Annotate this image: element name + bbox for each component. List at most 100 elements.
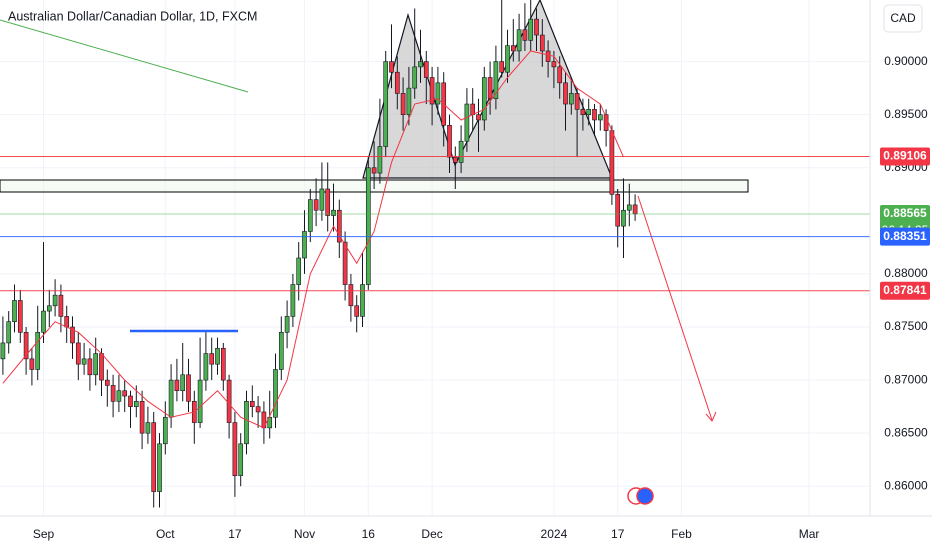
x-tick-label: Nov: [294, 527, 315, 541]
candle-body: [220, 347, 226, 381]
candle-body: [429, 77, 435, 105]
candle-body: [197, 379, 203, 423]
candle-body: [255, 406, 261, 413]
candle-body: [505, 45, 510, 73]
candle-body: [563, 82, 568, 105]
x-tick-label: Mar: [799, 527, 820, 541]
currency-label[interactable]: CAD: [890, 11, 916, 25]
candle-body: [626, 204, 632, 211]
candle-body: [168, 379, 174, 418]
candle-body: [522, 29, 528, 41]
x-tick-label: 17: [228, 527, 242, 541]
price-label-box: [880, 227, 930, 246]
candle-body: [418, 61, 423, 68]
candle-body: [383, 61, 389, 147]
candle-body: [499, 61, 505, 73]
x-tick-label: Oct: [156, 527, 175, 541]
candle-body: [394, 71, 400, 94]
candle-body: [75, 342, 81, 365]
candle-body: [557, 66, 563, 84]
candle-body: [12, 300, 17, 323]
candle-body: [232, 422, 238, 476]
candle-body: [110, 385, 116, 402]
candle-body: [58, 294, 64, 317]
candle-body: [249, 401, 255, 407]
x-tick-label: 16: [362, 527, 376, 541]
candle-body: [296, 257, 302, 285]
candle-body: [70, 326, 75, 344]
projection-arrow: [637, 195, 713, 421]
y-tick-label: 0.86000: [884, 478, 928, 492]
candle-body: [348, 284, 354, 307]
candle-body: [128, 395, 133, 407]
candle-body: [203, 353, 209, 381]
price-label: 0.88565: [883, 206, 927, 220]
candle-body: [487, 77, 493, 100]
y-tick-label: 0.88000: [884, 266, 928, 280]
candle-body: [6, 321, 12, 344]
y-tick-label: 0.90000: [884, 54, 928, 68]
candle-body: [226, 379, 232, 423]
candle-body: [609, 130, 615, 195]
candle-body: [574, 93, 580, 110]
candle-body: [64, 316, 70, 328]
event-icon[interactable]: [636, 487, 654, 505]
candle-body: [46, 305, 52, 312]
candle-body: [516, 29, 522, 52]
candle-body: [470, 103, 476, 115]
candle-body: [325, 188, 331, 216]
candles: [0, 0, 638, 508]
x-tick-label: 2024: [541, 527, 568, 541]
candle-body: [464, 103, 470, 142]
currency-button[interactable]: [883, 4, 923, 33]
candle-body: [493, 61, 499, 100]
candle-body: [331, 209, 336, 216]
candle-body: [307, 199, 313, 232]
x-tick-label: Sep: [33, 527, 55, 541]
candle-body: [139, 401, 145, 434]
candle-body: [447, 124, 452, 158]
price-label-box: [880, 147, 930, 166]
candle-body: [302, 231, 307, 259]
candle-body: [568, 93, 574, 105]
y-tick-label: 0.89500: [884, 107, 928, 121]
candle-body: [621, 209, 626, 227]
candle-body: [377, 146, 383, 174]
candle-body: [551, 61, 557, 68]
candle-body: [273, 369, 278, 418]
candle-body: [23, 332, 29, 360]
x-tick-label: Dec: [421, 527, 442, 541]
candle-body: [151, 422, 157, 492]
y-tick-label: 0.87500: [884, 319, 928, 333]
candle-body: [400, 93, 406, 115]
candle-body: [174, 379, 180, 392]
candle-body: [209, 353, 215, 365]
candle-body: [597, 114, 603, 121]
candle-body: [162, 416, 168, 445]
candle-body: [360, 284, 365, 317]
candle-body: [116, 390, 122, 402]
candle-body: [267, 416, 273, 429]
candle-body: [215, 347, 220, 365]
moving-average: [2, 50, 624, 429]
candle-body: [52, 294, 58, 307]
candle-body: [104, 379, 110, 386]
candle-body: [481, 77, 487, 121]
price-label: 0.87841: [883, 283, 927, 297]
candle-body: [17, 300, 23, 333]
candle-body: [406, 87, 412, 115]
price-label: 0.89106: [883, 149, 927, 163]
price-label: 0.88351: [883, 229, 927, 243]
candle-body: [284, 316, 290, 333]
candle-body: [545, 50, 551, 62]
x-tick-label: 17: [611, 527, 625, 541]
candle-body: [452, 156, 458, 163]
candle-body: [278, 332, 284, 370]
candle-body: [423, 61, 429, 78]
candle-body: [615, 193, 621, 227]
event-icons: [627, 487, 654, 505]
candle-body: [290, 284, 296, 317]
